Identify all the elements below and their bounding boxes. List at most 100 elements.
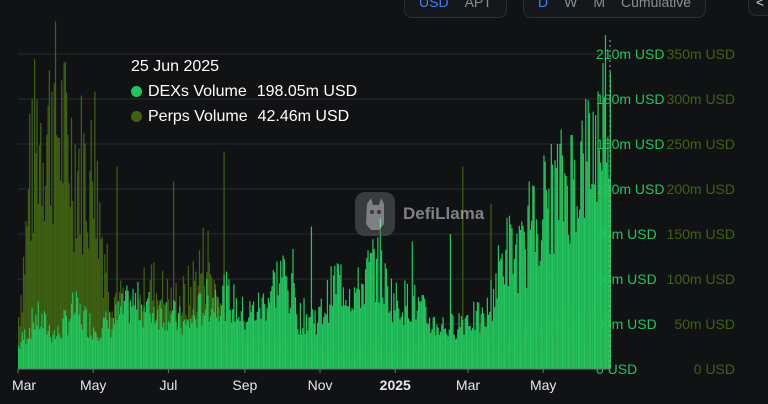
dexs-volume-bar — [153, 306, 155, 369]
perps-volume-bar — [106, 243, 108, 369]
dexs-volume-bar — [218, 321, 220, 369]
dexs-volume-bar — [78, 314, 80, 369]
dexs-volume-bar — [606, 162, 608, 369]
dexs-volume-bar — [189, 327, 191, 369]
dexs-volume-bar — [99, 338, 101, 369]
dexs-volume-bar — [346, 305, 348, 369]
perps-volume-bar — [46, 134, 48, 369]
dexs-volume-bar — [143, 306, 145, 369]
dexs-volume-bar — [63, 309, 65, 369]
dexs-volume-bar — [409, 321, 411, 369]
dexs-volume-bar — [399, 319, 401, 369]
axis-layer: 0 USD 0 USD 30m USD 50m USD 60m USD 100m USD 9… — [12, 46, 735, 393]
dexs-volume-bar — [602, 63, 604, 369]
dexs-volume-bar — [542, 219, 544, 369]
period-cumulative-button[interactable]: Cumulative — [621, 0, 692, 10]
dexs-volume-bar — [363, 304, 365, 369]
dexs-volume-bar — [298, 334, 300, 369]
dexs-volume-bar — [315, 334, 317, 369]
dexs-volume-bar — [527, 205, 529, 369]
dexs-volume-bar — [451, 313, 453, 369]
dexs-volume-bar — [304, 334, 306, 369]
dexs-volume-bar — [325, 314, 327, 369]
dexs-volume-bar — [137, 281, 139, 369]
currency-apt-button[interactable]: APT — [464, 0, 492, 10]
perps-volume-bar — [31, 98, 33, 370]
dexs-volume-bar — [35, 314, 37, 369]
dexs-volume-bar — [592, 111, 594, 369]
dexs-volume-bar — [345, 300, 347, 369]
dexs-volume-bar — [27, 338, 30, 369]
dexs-volume-bar — [387, 286, 389, 369]
dexs-volume-bar — [358, 289, 361, 369]
perps-volume-bar — [49, 205, 52, 369]
perps-volume-bar — [208, 262, 210, 369]
dexs-volume-bar — [169, 323, 171, 369]
dexs-volume-bar — [513, 258, 516, 369]
dexs-volume-bar — [439, 331, 442, 369]
dexs-volume-bar — [459, 327, 461, 369]
perps-volume-bar — [19, 326, 21, 369]
dexs-volume-bar — [275, 307, 277, 369]
period-weekly-button[interactable]: W — [564, 0, 578, 10]
dexs-volume-bar — [201, 325, 203, 369]
dexs-volume-bar — [572, 179, 575, 369]
dexs-volume-bar — [585, 99, 587, 369]
perps-volume-bar — [73, 252, 75, 369]
dexs-volume-bar — [548, 188, 550, 369]
perps-volume-bar — [36, 99, 38, 369]
dexs-volume-bar — [582, 153, 584, 369]
dexs-volume-bar — [608, 178, 610, 369]
dexs-volume-bar — [448, 329, 450, 369]
dexs-volume-bar — [452, 315, 454, 369]
dexs-volume-bar — [127, 290, 129, 369]
dexs-volume-bar — [467, 314, 469, 369]
dexs-volume-bar — [458, 313, 460, 369]
tooltip-row-perps: Perps Volume 42.46m USD — [131, 104, 357, 129]
dexs-volume-bar — [213, 312, 215, 369]
dexs-volume-bar — [595, 115, 597, 370]
dexs-volume-bar — [41, 313, 43, 369]
dexs-volume-bar — [141, 304, 143, 369]
dexs-volume-bar — [469, 325, 471, 369]
dexs-volume-bar — [261, 297, 263, 369]
perps-volume-bar — [48, 70, 50, 369]
dexs-volume-bar — [577, 217, 580, 369]
dexs-volume-bar — [243, 320, 245, 369]
dexs-volume-bar — [502, 276, 504, 369]
perps-volume-bar — [45, 185, 47, 369]
perps-volume-bar — [77, 171, 79, 369]
y-tick-label-outer: 100m USD — [667, 271, 735, 287]
period-daily-button[interactable]: D — [538, 0, 549, 10]
dexs-volume-bar — [566, 185, 568, 369]
dexs-volume-bar — [571, 135, 573, 369]
dexs-volume-bar — [335, 294, 337, 369]
period-monthly-button[interactable]: M — [593, 0, 606, 10]
collapse-chevron-button[interactable]: < — [748, 0, 768, 16]
dexs-volume-bar — [241, 296, 244, 369]
dexs-volume-bar — [376, 258, 378, 369]
dexs-volume-bar — [254, 320, 256, 369]
dexs-volume-bar — [485, 326, 487, 369]
dexs-volume-bar — [83, 310, 85, 369]
dexs-volume-bar — [59, 337, 62, 369]
y-tick-label-outer: 350m USD — [667, 46, 735, 62]
dexs-volume-bar — [222, 285, 224, 369]
dexs-volume-bar — [539, 260, 541, 369]
dexs-volume-bar — [385, 268, 388, 369]
dexs-volume-bar — [341, 306, 343, 369]
dexs-volume-bar — [64, 310, 66, 369]
perps-volume-bar — [91, 181, 94, 369]
perps-volume-bar — [57, 137, 59, 369]
currency-usd-button[interactable]: USD — [419, 0, 449, 10]
x-tick-label: Jul — [159, 377, 177, 393]
dexs-volume-bar — [394, 310, 396, 369]
perps-volume-bar — [61, 80, 63, 370]
dexs-volume-bar — [545, 189, 548, 369]
perps-volume-bar — [24, 274, 26, 369]
y-tick-label-inner: 30m USD — [596, 316, 657, 332]
dexs-volume-bar — [90, 335, 92, 369]
dexs-volume-bar — [289, 307, 292, 369]
dexs-volume-bar — [470, 330, 472, 369]
